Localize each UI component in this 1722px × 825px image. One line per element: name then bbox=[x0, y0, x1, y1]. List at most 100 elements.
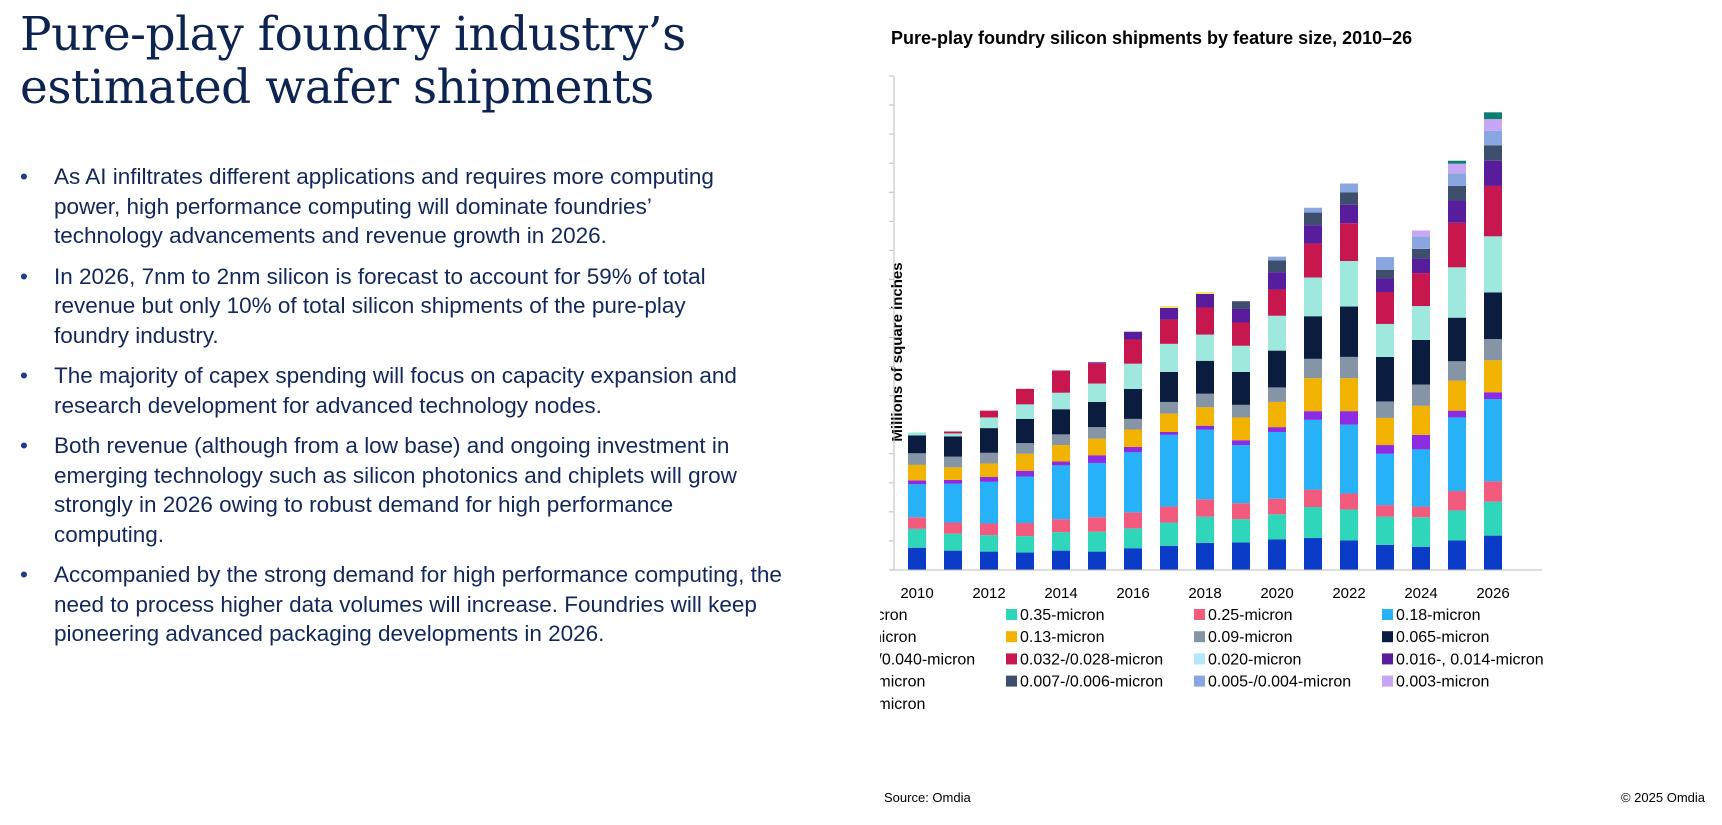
bullet-dot: • bbox=[20, 164, 28, 189]
bar-segment bbox=[1160, 506, 1178, 523]
bar-segment bbox=[1340, 424, 1358, 494]
bar-segment bbox=[1052, 519, 1070, 533]
x-tick-label: 2016 bbox=[1116, 585, 1149, 602]
bar-segment bbox=[1088, 362, 1106, 364]
legend-swatch bbox=[1006, 631, 1017, 643]
bar-segment bbox=[1232, 308, 1250, 323]
bar-segment bbox=[1232, 503, 1250, 520]
bar-segment bbox=[1484, 236, 1502, 293]
source-note: Source: Omdia bbox=[884, 790, 971, 805]
bar-segment bbox=[944, 433, 962, 437]
bar-segment bbox=[908, 517, 926, 529]
x-tick-label: 2022 bbox=[1332, 585, 1365, 602]
bar-segment bbox=[1376, 401, 1394, 418]
bar-segment bbox=[1124, 452, 1142, 513]
bar-segment bbox=[1196, 360, 1214, 394]
bar-segment bbox=[1412, 449, 1430, 507]
legend-label: 0.15-micron bbox=[880, 629, 916, 646]
bullet-item: • Accompanied by the strong demand for hi… bbox=[20, 560, 789, 649]
bar-segment bbox=[1196, 425, 1214, 430]
legend-swatch bbox=[1382, 675, 1393, 687]
bar-segment bbox=[1340, 509, 1358, 541]
bar-segment bbox=[1088, 427, 1106, 439]
title-line-2: estimated wafer shipments bbox=[20, 60, 654, 115]
bar-segment bbox=[1376, 417, 1394, 446]
bar-segment bbox=[1016, 443, 1034, 454]
bullet-text: The majority of capex spending will focu… bbox=[54, 363, 737, 418]
bar-segment bbox=[1448, 380, 1466, 411]
bullet-text: In 2026, 7nm to 2nm silicon is forecast … bbox=[54, 263, 706, 348]
bar-segment bbox=[1448, 185, 1466, 201]
bar-segment bbox=[1448, 491, 1466, 511]
legend-label: 0.007-/0.006-micron bbox=[1020, 674, 1163, 691]
legend-swatch bbox=[1382, 631, 1393, 643]
bar-segment bbox=[1016, 552, 1034, 570]
legend-label: 0.09-micron bbox=[1208, 629, 1292, 646]
legend-label: 0.045-/0.040-micron bbox=[880, 651, 975, 668]
bar-segment bbox=[1160, 431, 1178, 435]
bar-segment bbox=[1304, 243, 1322, 278]
bar-segment bbox=[1304, 207, 1322, 213]
bar-segment bbox=[1232, 345, 1250, 372]
bar-segment bbox=[1412, 434, 1430, 450]
bar-segment bbox=[1124, 339, 1142, 364]
bar-segment bbox=[1268, 427, 1286, 432]
bar-segment bbox=[1484, 535, 1502, 570]
bar-segment bbox=[1412, 248, 1430, 259]
bar-segment bbox=[980, 463, 998, 478]
bar-segment bbox=[1448, 510, 1466, 541]
bar-segment bbox=[1268, 272, 1286, 290]
legend-swatch bbox=[1382, 653, 1393, 665]
bar-segment bbox=[1412, 384, 1430, 406]
bar-segment bbox=[1340, 204, 1358, 224]
bar-segment bbox=[1232, 417, 1250, 441]
bar-segment bbox=[1484, 292, 1502, 339]
bar-segment bbox=[1124, 528, 1142, 549]
bar-segment bbox=[1448, 317, 1466, 362]
legend-label: 0.010-micron bbox=[880, 674, 925, 691]
bar-segment bbox=[1196, 307, 1214, 335]
bullet-item: • The majority of capex spending will foc… bbox=[20, 361, 794, 420]
bar-segment bbox=[1196, 499, 1214, 517]
bar-segment bbox=[1268, 315, 1286, 351]
bar-segment bbox=[1376, 356, 1394, 402]
bar-segment bbox=[944, 456, 962, 468]
bar-segment bbox=[1484, 481, 1502, 502]
bar-segment bbox=[1160, 522, 1178, 546]
bar-segment bbox=[1160, 306, 1178, 308]
bar-segment bbox=[1232, 301, 1250, 309]
bar-segment bbox=[980, 428, 998, 453]
chart-container: Pure-play foundry silicon shipments by f… bbox=[818, 0, 1722, 820]
bar-segment bbox=[1484, 338, 1502, 361]
bar-segment bbox=[944, 431, 962, 434]
bar-segment bbox=[1304, 225, 1322, 244]
bar-segment bbox=[1268, 256, 1286, 261]
bar-segment bbox=[1196, 334, 1214, 361]
legend-swatch bbox=[1194, 631, 1205, 643]
bar-segment bbox=[1448, 200, 1466, 223]
legend-label: 0.25-micron bbox=[1208, 607, 1292, 624]
x-tick-label: 2018 bbox=[1188, 585, 1221, 602]
bar-segment bbox=[1412, 405, 1430, 435]
chart-title: Pure-play foundry silicon shipments by f… bbox=[891, 28, 1412, 48]
bar-segment bbox=[1412, 546, 1430, 570]
bar-segment bbox=[1232, 322, 1250, 346]
bar-segment bbox=[1448, 540, 1466, 570]
legend-label: 0.005-/0.004-micron bbox=[1208, 674, 1351, 691]
bar-segment bbox=[1412, 230, 1430, 237]
bar-segment bbox=[1160, 434, 1178, 507]
x-tick-label: 2010 bbox=[900, 585, 933, 602]
bar-segment bbox=[1304, 411, 1322, 420]
bar-segment bbox=[1376, 292, 1394, 324]
bar-segment bbox=[908, 464, 926, 481]
bullet-item: • As AI infiltrates different application… bbox=[20, 162, 766, 251]
bar-segment bbox=[1268, 498, 1286, 515]
bar-segment bbox=[908, 547, 926, 570]
bar-segment bbox=[980, 417, 998, 429]
bar-segment bbox=[1268, 350, 1286, 388]
bar-segment bbox=[1340, 378, 1358, 412]
bar-segment bbox=[1016, 523, 1034, 537]
bar-segment bbox=[1052, 445, 1070, 462]
bar-segment bbox=[1340, 540, 1358, 570]
legend-swatch bbox=[1006, 609, 1017, 620]
